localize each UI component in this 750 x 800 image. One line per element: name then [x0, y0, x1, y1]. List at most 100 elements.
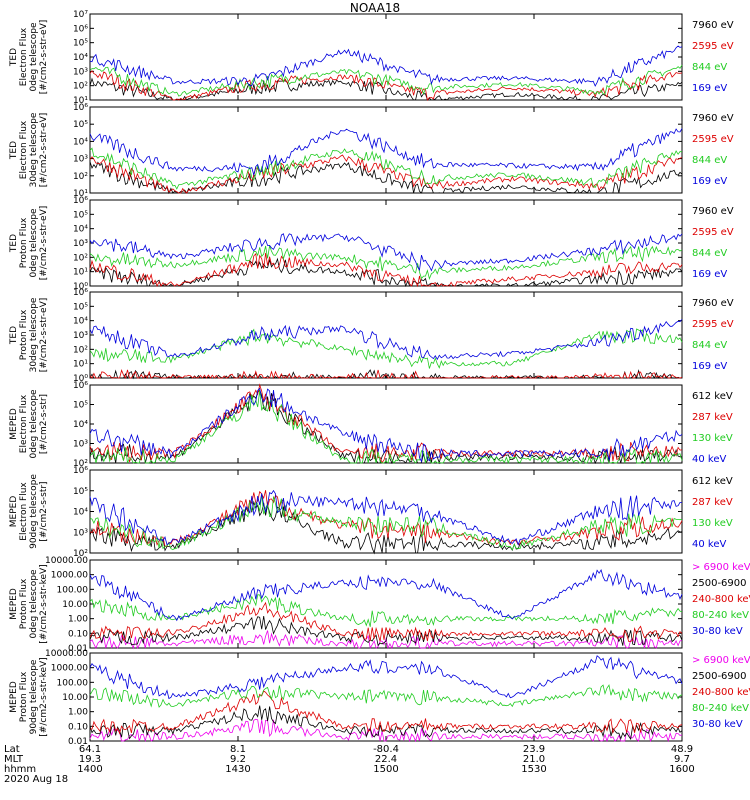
series-line [89, 490, 683, 547]
series-line [89, 77, 683, 101]
y-tick-label: 0.01 [68, 644, 88, 654]
y-tick-label: 10³ [73, 528, 88, 538]
legend-label: 844 eV [692, 248, 727, 259]
x-row-value: 1600 [669, 764, 694, 775]
y-axis-label: 0deg telescope [29, 569, 39, 639]
y-axis-label: [#/cm2-s-str] [39, 481, 49, 541]
legend-label: 30-80 keV [692, 719, 743, 730]
y-tick-label: 0.10 [68, 722, 88, 732]
y-axis-label: Electron Flux [19, 27, 29, 86]
series-line [89, 154, 683, 194]
x-row-label: Lat [4, 744, 20, 755]
legend-label: 80-240 keV [692, 610, 749, 621]
y-axis-label: 30deg telescope [29, 112, 39, 187]
legend-label: 7960 eV [692, 113, 734, 124]
x-row-value: 1430 [225, 764, 250, 775]
series-line [89, 705, 683, 741]
y-axis-label: 0deg telescope [29, 22, 39, 92]
legend-label: 40 keV [692, 454, 726, 465]
y-axis-label: MEPED [9, 681, 19, 713]
legend-label: 844 eV [692, 155, 727, 166]
y-tick-label: 10⁰ [73, 374, 88, 384]
series-line [89, 684, 683, 708]
y-tick-label: 1000.00 [51, 664, 88, 674]
legend-label: 287 keV [692, 412, 733, 423]
x-row-value: 21.0 [523, 754, 545, 765]
y-tick-label: 10⁵ [73, 302, 88, 312]
y-tick-label: 10² [73, 172, 88, 182]
y-tick-label: 10⁷ [73, 10, 88, 20]
series-line [89, 45, 683, 87]
y-axis-label: TED [9, 141, 19, 160]
y-axis-label: TED [9, 234, 19, 253]
y-tick-label: 10⁵ [73, 487, 88, 497]
series-line [89, 328, 683, 369]
y-tick-label: 10⁴ [73, 137, 88, 147]
series-line [89, 594, 683, 627]
series-line [89, 369, 682, 380]
y-tick-label: 10⁵ [73, 210, 88, 220]
panel-8: 0.01 0.10 1.00 10.00 100.00 1000.00 10000.00 ME… [9, 649, 750, 747]
legend-label: > 6900 keV [692, 562, 750, 573]
series-line [89, 655, 683, 700]
series-line [89, 233, 683, 272]
y-tick-label: 10³ [73, 440, 88, 450]
y-tick-label: 10⁶ [73, 24, 88, 34]
legend-label: 240-800 keV [692, 687, 750, 698]
y-tick-label: 1.00 [68, 708, 88, 718]
panel-1: 10¹ 10² 10³ 10⁴ 10⁵ 10⁶ 10⁷ TED Electron Flux 0de… [9, 10, 734, 106]
y-axis-label: [#/cm2-s-str-eV] [39, 206, 49, 281]
y-tick-label: 1.00 [68, 615, 88, 625]
y-tick-label: 10³ [73, 239, 88, 249]
y-tick-label: 10000.00 [45, 556, 88, 566]
legend-label: 2595 eV [692, 227, 734, 238]
y-tick-label: 100.00 [57, 585, 89, 595]
series-line [89, 601, 683, 642]
y-tick-label: 10⁶ [73, 288, 88, 298]
legend-label: 130 keV [692, 518, 733, 529]
panel-frame [89, 199, 683, 287]
x-row-value: 19.3 [79, 754, 101, 765]
series-line [89, 252, 683, 288]
series-line [89, 128, 683, 176]
series-line [89, 718, 683, 743]
panel-6: 10² 10³ 10⁴ 10⁵ 10⁶ MEPED Electron Flux 90deg t… [9, 466, 733, 559]
legend-label: 2595 eV [692, 134, 734, 145]
series-line [89, 489, 683, 546]
panel-3: 10⁰ 10¹ 10² 10³ 10⁴ 10⁵ 10⁶ TED Proton Flux 0deg … [9, 196, 734, 292]
y-axis-label: MEPED [9, 588, 19, 620]
panel-7: 0.01 0.10 1.00 10.00 100.00 1000.00 10000.00 ME… [9, 556, 750, 654]
legend-label: 169 eV [692, 269, 727, 280]
y-tick-label: 100.00 [57, 678, 89, 688]
y-axis-label: [#/cm2-s-str-eV] [39, 20, 49, 95]
legend-label: 2595 eV [692, 319, 734, 330]
x-row-value: 22.4 [375, 754, 397, 765]
y-tick-label: 1000.00 [51, 571, 88, 581]
y-axis-label: 30deg telescope [29, 297, 39, 372]
y-axis-label: Electron Flux [19, 120, 29, 179]
y-tick-label: 10⁴ [73, 53, 88, 63]
legend-label: 30-80 keV [692, 626, 743, 637]
y-axis-label: 90deg telescope [29, 474, 39, 549]
series-line [89, 245, 683, 281]
y-tick-label: 10³ [73, 67, 88, 77]
x-row-value: 1500 [373, 764, 398, 775]
series-line [89, 64, 683, 97]
y-axis-label: [#/cm2-s-str-keV] [39, 564, 49, 643]
legend-label: 169 eV [692, 176, 727, 187]
legend-label: 287 keV [692, 497, 733, 508]
y-tick-label: 10⁵ [73, 39, 88, 49]
series-line [89, 569, 683, 622]
series-line [89, 615, 683, 647]
series-line [89, 389, 683, 465]
series-line [89, 147, 683, 190]
x-row-value: 9.2 [230, 754, 246, 765]
y-tick-label: 10.00 [62, 693, 88, 703]
legend-label: 7960 eV [692, 298, 734, 309]
y-tick-label: 10¹ [73, 360, 88, 370]
series-line [89, 383, 683, 464]
legend-label: 80-240 keV [692, 703, 749, 714]
y-axis-label: [#/cm2-s-str-eV] [39, 298, 49, 373]
y-axis-label: TED [9, 48, 19, 67]
